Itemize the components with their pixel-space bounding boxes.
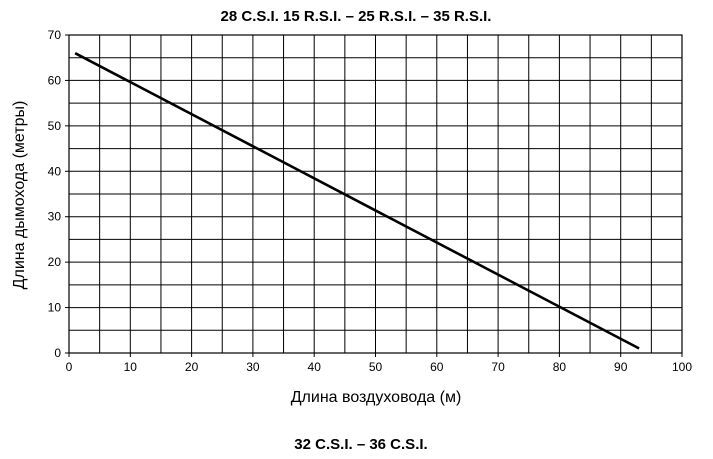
chart-title: 28 C.S.I. 15 R.S.I. – 25 R.S.I. – 35 R.S… — [221, 8, 492, 25]
y-tick-label: 50 — [48, 119, 62, 133]
y-tick-label: 70 — [48, 28, 62, 42]
x-tick-label: 50 — [369, 360, 383, 374]
x-tick-label: 60 — [430, 360, 444, 374]
x-tick-label: 100 — [672, 360, 692, 374]
x-tick-label: 70 — [491, 360, 505, 374]
footer-title: 32 C.S.I. – 36 C.S.I. — [294, 436, 427, 453]
grid — [68, 34, 683, 354]
y-tick-label: 30 — [48, 210, 62, 224]
x-tick-label: 10 — [124, 360, 138, 374]
y-axis-ticks: 0 10 20 30 40 50 60 70 — [48, 28, 69, 360]
x-tick-label: 90 — [614, 360, 628, 374]
y-tick-label: 20 — [48, 255, 62, 269]
y-tick-label: 0 — [54, 346, 61, 360]
x-tick-label: 20 — [185, 360, 199, 374]
x-tick-label: 80 — [553, 360, 567, 374]
y-tick-label: 40 — [48, 164, 62, 178]
x-tick-label: 40 — [308, 360, 322, 374]
x-axis-label: Длина воздуховода (м) — [291, 389, 462, 406]
x-axis-ticks: 0 10 20 30 40 50 60 70 80 90 100 — [66, 353, 692, 374]
y-tick-label: 60 — [48, 73, 62, 87]
y-axis-label: Длина дымохода (метры) — [11, 101, 28, 290]
x-tick-label: 0 — [66, 360, 73, 374]
series-group — [74, 52, 640, 350]
x-tick-label: 30 — [246, 360, 260, 374]
y-tick-label: 10 — [48, 301, 62, 315]
series-line — [74, 52, 640, 350]
